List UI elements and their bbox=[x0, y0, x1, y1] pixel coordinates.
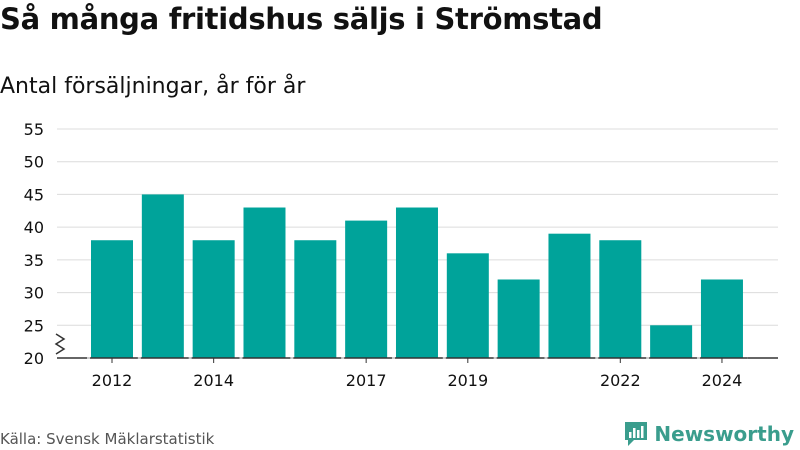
newsworthy-logo-icon bbox=[625, 422, 648, 446]
newsworthy-logo: Newsworthy bbox=[623, 420, 794, 448]
bar-2021 bbox=[548, 233, 591, 358]
bar-2022 bbox=[599, 240, 642, 358]
axis-break-icon bbox=[54, 333, 66, 355]
source-note: Källa: Svensk Mäklarstatistik bbox=[0, 430, 215, 448]
x-axis-tick-labels: 2012 2014 2017 2019 2022 2024 bbox=[92, 358, 743, 390]
y-tick-label-50: 50 bbox=[24, 153, 44, 172]
chart-title: Så många fritidshus säljs i Strömstad bbox=[0, 2, 603, 36]
bar-2014 bbox=[192, 240, 235, 358]
x-tick-label-2022: 2022 bbox=[600, 371, 641, 390]
bar-2017 bbox=[345, 220, 388, 358]
bar-2019 bbox=[446, 253, 489, 358]
bar-2015 bbox=[243, 207, 286, 358]
bar-2012 bbox=[91, 240, 133, 358]
x-tick-label-2012: 2012 bbox=[92, 371, 133, 390]
x-tick-label-2017: 2017 bbox=[346, 371, 387, 390]
y-tick-label-40: 40 bbox=[24, 218, 44, 237]
x-axis bbox=[54, 333, 778, 359]
bar-2013 bbox=[141, 194, 184, 358]
chart-subtitle: Antal försäljningar, år för år bbox=[0, 74, 306, 99]
x-tick-label-2014: 2014 bbox=[193, 371, 234, 390]
y-tick-label-25: 25 bbox=[24, 316, 44, 335]
y-tick-label-55: 55 bbox=[24, 120, 44, 139]
newsworthy-brand-name: Newsworthy bbox=[654, 422, 794, 446]
x-tick-label-2024: 2024 bbox=[702, 371, 743, 390]
bar-2023 bbox=[650, 325, 693, 358]
y-tick-label-20: 20 bbox=[24, 349, 44, 368]
bars bbox=[91, 194, 743, 358]
bar-2016 bbox=[294, 240, 337, 358]
y-tick-label-35: 35 bbox=[24, 251, 44, 270]
x-tick-label-2019: 2019 bbox=[447, 371, 488, 390]
bar-2018 bbox=[395, 207, 438, 358]
y-tick-label-45: 45 bbox=[24, 185, 44, 204]
y-axis-tick-labels: 20 25 30 35 40 45 50 55 bbox=[24, 120, 44, 368]
bar-2020 bbox=[497, 279, 540, 358]
bar-2024 bbox=[700, 279, 743, 358]
y-tick-label-30: 30 bbox=[24, 284, 44, 303]
